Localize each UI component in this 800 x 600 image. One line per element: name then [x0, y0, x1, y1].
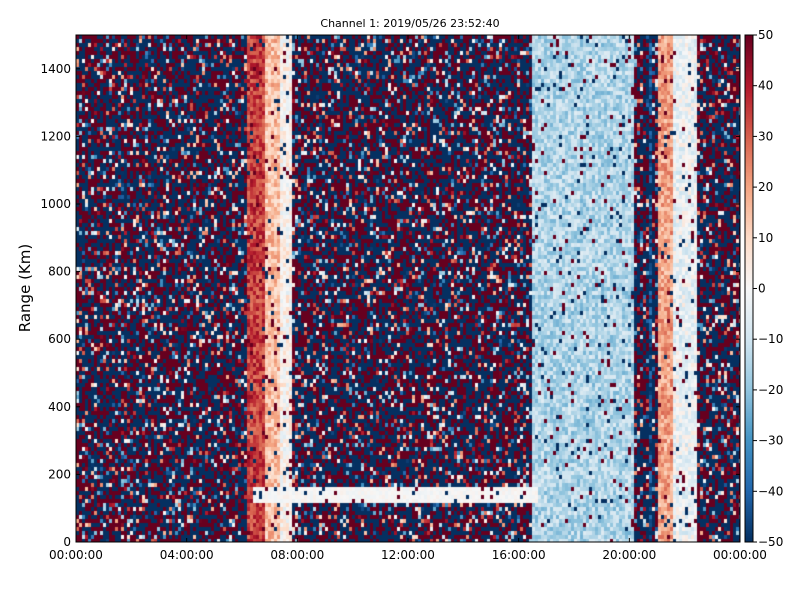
colorbar-tick-label: 30 [758, 129, 773, 143]
y-tick-label: 1400 [40, 62, 71, 76]
colorbar-tick-label: −20 [758, 383, 783, 397]
y-tick-label: 0 [63, 535, 71, 549]
colorbar-tick-label: −50 [758, 535, 783, 549]
x-tick-label: 04:00:00 [160, 548, 214, 562]
y-tick-label: 200 [48, 467, 71, 481]
x-tick-label: 00:00:00 [713, 548, 767, 562]
colorbar-tick-label: −40 [758, 484, 783, 498]
colorbar-gradient [745, 35, 753, 542]
colorbar-tick-label: 10 [758, 231, 773, 245]
x-tick-label: 12:00:00 [381, 548, 435, 562]
y-axis-label: Range (Km) [16, 244, 34, 332]
colorbar-tick-label: 40 [758, 79, 773, 93]
chart-title: Channel 1: 2019/05/26 23:52:40 [320, 17, 499, 30]
heatmap-plot-area [75, 34, 741, 543]
y-tick-label: 1000 [40, 197, 71, 211]
y-tick-label: 600 [48, 332, 71, 346]
x-tick-label: 00:00:00 [49, 548, 103, 562]
y-tick-label: 1200 [40, 129, 71, 143]
y-axis: 0 200 400 600 800 1000 1200 1400 [40, 62, 740, 549]
colorbar-tick-label: 0 [758, 282, 766, 296]
colorbar-tick-label: −30 [758, 434, 783, 448]
colorbar-tick-label: 50 [758, 28, 773, 42]
x-tick-label: 16:00:00 [492, 548, 546, 562]
y-tick-label: 800 [48, 265, 71, 279]
colorbar: 50 40 30 20 10 0 −10 −20 −30 −40 −50 [744, 28, 783, 549]
colorbar-ticks: 50 40 30 20 10 0 −10 −20 −30 −40 −50 [753, 28, 783, 549]
colorbar-tick-label: 20 [758, 180, 773, 194]
heatmap-image [76, 35, 740, 542]
x-axis: 00:00:00 04:00:00 08:00:00 12:00:00 16:00:00… [49, 35, 767, 562]
colorbar-tick-label: −10 [758, 332, 783, 346]
x-tick-label: 20:00:00 [602, 548, 656, 562]
y-tick-label: 400 [48, 400, 71, 414]
x-tick-label: 08:00:00 [270, 548, 324, 562]
